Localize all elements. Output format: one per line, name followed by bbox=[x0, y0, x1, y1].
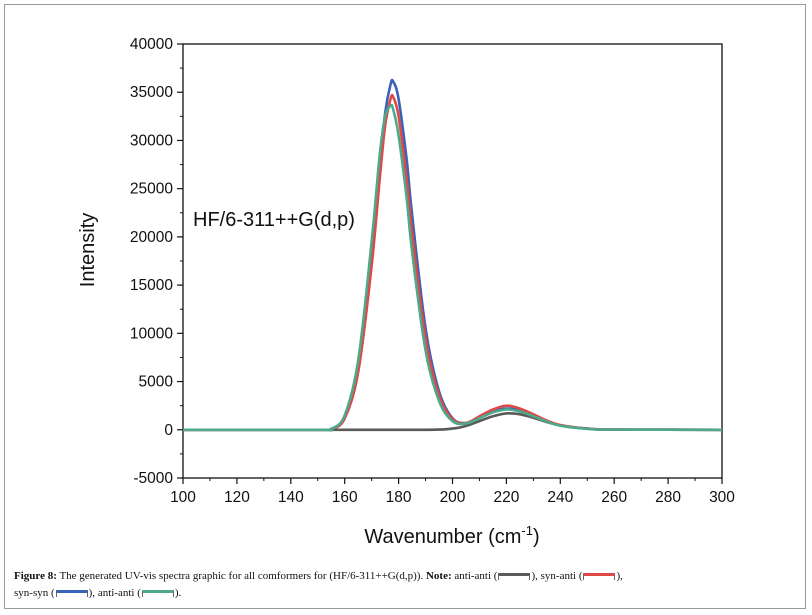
y-tick-label: 5000 bbox=[139, 374, 174, 391]
x-axis-title: Wavenumber (cm-1) bbox=[364, 523, 539, 548]
note-label: Note: bbox=[425, 570, 452, 582]
y-tick-label: 15000 bbox=[130, 277, 173, 294]
x-tick-label: 120 bbox=[224, 489, 250, 506]
legend-item-anti-anti: anti-anti (), bbox=[454, 570, 538, 582]
legend-swatch-icon bbox=[583, 572, 616, 580]
figure-frame bbox=[4, 4, 806, 609]
y-tick-label: 40000 bbox=[130, 36, 173, 53]
figure-caption: Figure 8: The generated UV-vis spectra g… bbox=[14, 568, 794, 602]
x-tick-label: 280 bbox=[655, 489, 681, 506]
series-line-syn-anti-1 bbox=[182, 93, 723, 432]
x-tick-label: 240 bbox=[547, 489, 573, 506]
legend-item-anti-anti-2: anti-anti (). bbox=[98, 587, 182, 599]
y-tick-label: 20000 bbox=[130, 229, 173, 246]
legend-label: syn-syn ( bbox=[14, 587, 55, 599]
x-tick-label: 180 bbox=[386, 489, 412, 506]
y-tick-label: 0 bbox=[164, 422, 173, 439]
y-axis-ticks: -5000 0 5000 10000 15000 20000 25000 30000 35000… bbox=[130, 36, 183, 487]
y-axis-title: Intensity bbox=[77, 213, 99, 287]
legend-label: anti-anti ( bbox=[97, 587, 141, 599]
x-tick-label: 140 bbox=[278, 489, 304, 506]
y-tick-label: 25000 bbox=[130, 181, 173, 198]
x-tick-label: 300 bbox=[709, 489, 735, 506]
x-tick-label: 220 bbox=[493, 489, 519, 506]
series-line-anti-anti-3 bbox=[182, 103, 723, 432]
series-line-syn-syn-2 bbox=[182, 78, 723, 432]
x-tick-label: 160 bbox=[332, 489, 358, 506]
plot-border bbox=[182, 43, 723, 479]
legend-punct: ), bbox=[616, 570, 623, 582]
legend-swatch-icon bbox=[141, 589, 174, 597]
legend-punct: ), bbox=[531, 570, 538, 582]
x-tick-label: 100 bbox=[170, 489, 196, 506]
y-tick-label: 35000 bbox=[130, 84, 173, 101]
legend-swatch-icon bbox=[498, 572, 531, 580]
uv-vis-spectra-chart: 100 120 140 160 180 200 220 240 260 280 300 -5000 0… bbox=[77, 36, 735, 548]
caption-text: The generated UV-vis spectra graphic for… bbox=[59, 570, 424, 582]
legend-swatch-icon bbox=[55, 589, 88, 597]
figure-label: Figure 8: bbox=[14, 570, 57, 582]
legend-punct: ). bbox=[174, 587, 182, 599]
x-tick-label: 200 bbox=[440, 489, 466, 506]
legend-label: syn-anti ( bbox=[540, 570, 583, 582]
legend-punct: ), bbox=[88, 587, 96, 599]
legend-label: anti-anti ( bbox=[454, 570, 498, 582]
y-tick-label: -5000 bbox=[133, 470, 173, 487]
legend-item-syn-anti: syn-anti (), bbox=[541, 570, 623, 582]
legend-item-syn-syn: syn-syn (), bbox=[14, 587, 95, 599]
x-axis-ticks: 100 120 140 160 180 200 220 240 260 280 300 bbox=[170, 478, 735, 506]
method-annotation: HF/6-311++G(d,p) bbox=[193, 209, 355, 231]
plot-area bbox=[182, 43, 723, 479]
y-tick-label: 30000 bbox=[130, 132, 173, 149]
x-tick-label: 260 bbox=[601, 489, 627, 506]
y-tick-label: 10000 bbox=[130, 325, 173, 342]
